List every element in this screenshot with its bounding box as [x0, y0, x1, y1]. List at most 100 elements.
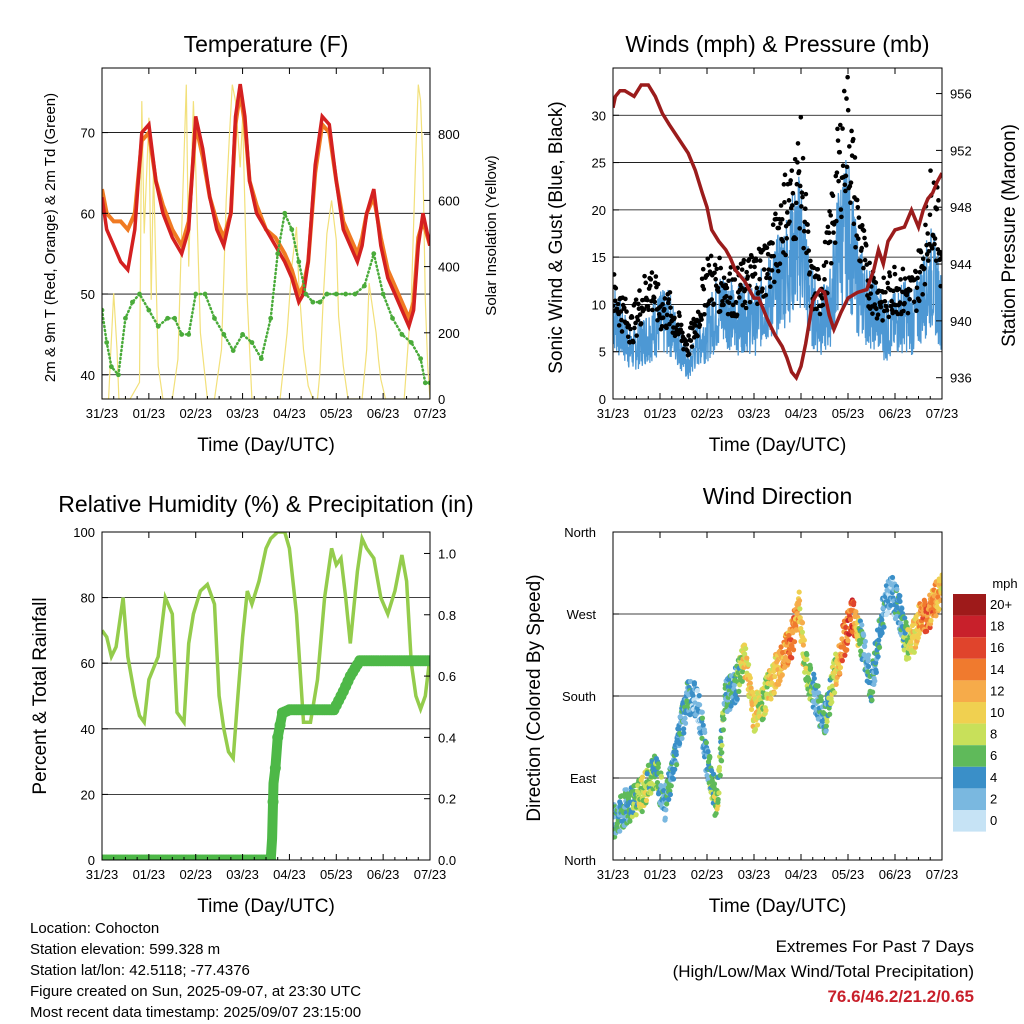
gust-point [880, 318, 885, 323]
gust-point [655, 317, 660, 323]
direction-point [861, 632, 867, 638]
legend-swatch [953, 658, 986, 681]
direction-point [633, 812, 639, 818]
gust-point [764, 275, 769, 281]
gust-point [680, 330, 685, 335]
direction-point [715, 796, 721, 803]
direction-point [873, 669, 879, 675]
gust-point [844, 164, 850, 170]
direction-point [851, 599, 857, 606]
gust-point [739, 285, 744, 290]
gust-point [717, 255, 722, 261]
pressure-y-tick-label: 936 [950, 371, 972, 386]
gust-point [815, 266, 821, 272]
x-tick-label: 05/23 [832, 406, 865, 421]
gust-point [662, 296, 668, 301]
direction-point [696, 693, 702, 699]
legend-swatch [953, 594, 986, 616]
direction-point [804, 656, 810, 662]
direction-point [933, 613, 939, 619]
direction-point [699, 715, 706, 721]
gust-point [726, 278, 731, 284]
x-tick-label: 01/23 [644, 406, 677, 421]
direction-point [704, 772, 710, 779]
gust-point [856, 236, 861, 242]
gust-point [938, 256, 942, 261]
gust-point [713, 276, 718, 282]
gust-point [695, 333, 700, 339]
direction-point [903, 619, 909, 625]
gust-point [927, 212, 933, 218]
gust-point [784, 210, 790, 215]
gust-point [712, 262, 718, 268]
extremes-subtitle: (High/Low/Max Wind/Total Precipitation) [672, 962, 974, 981]
direction-point [796, 598, 803, 604]
gust-point [874, 306, 879, 312]
gust-point [779, 217, 785, 222]
gust-point [848, 200, 853, 206]
direction-point [711, 781, 718, 787]
direction-point [842, 652, 848, 658]
rh-y-tick-label: 80 [81, 591, 95, 606]
x-tick-label: 06/23 [879, 406, 912, 421]
gust-point [755, 301, 760, 307]
gust-point [678, 322, 684, 328]
gust-point [795, 141, 801, 146]
direction-point [623, 787, 629, 793]
gust-point [800, 194, 805, 200]
direction-point [705, 749, 711, 755]
rh-y-tick-label: 100 [73, 525, 95, 540]
gust-point [887, 273, 893, 279]
gust-point [835, 138, 841, 143]
direction-point [865, 652, 872, 658]
chart-title: Relative Humidity (%) & Precipitation (i… [58, 491, 473, 517]
direction-point [875, 654, 881, 660]
x-tick-label: 06/23 [367, 867, 400, 882]
gust-point [907, 296, 912, 302]
gust-point [939, 252, 942, 257]
direction-point [718, 758, 725, 764]
gust-point [845, 107, 851, 113]
gust-point [856, 215, 862, 220]
gust-point [769, 268, 775, 273]
direction-point [797, 606, 803, 612]
direction-point [915, 635, 921, 641]
gust-point [902, 276, 908, 281]
gust-point [711, 301, 717, 307]
gust-point [655, 281, 661, 287]
gust-point [724, 294, 729, 299]
gust-point [686, 351, 692, 357]
precip-line [102, 655, 430, 860]
gust-point [938, 283, 942, 289]
precip-y-tick-label: 1.0 [438, 546, 456, 561]
direction-point [760, 716, 766, 722]
gust-point [852, 155, 858, 160]
rh-line [102, 532, 430, 764]
direction-point [786, 632, 792, 638]
direction-point [718, 735, 724, 741]
gust-point [648, 277, 654, 282]
gust-point [786, 198, 792, 203]
x-tick-label: 07/23 [414, 406, 447, 421]
direction-point [938, 597, 942, 603]
gust-point [623, 296, 628, 302]
gust-point [929, 246, 935, 251]
direction-point [885, 609, 891, 616]
solar-insolation-line [102, 84, 430, 399]
gust-point [773, 211, 778, 217]
gust-point [716, 289, 721, 294]
chart-title: Temperature (F) [184, 31, 349, 57]
gust-point [672, 315, 677, 321]
direction-point [897, 593, 903, 599]
direction-point [796, 589, 802, 595]
direction-point [843, 624, 849, 631]
gust-point [727, 271, 733, 276]
gust-point [737, 295, 742, 300]
station-elevation: Station elevation: 599.328 m [30, 941, 221, 958]
gust-point [651, 295, 657, 301]
station-location: Location: Cohocton [30, 920, 160, 937]
legend-swatch [953, 680, 986, 702]
gust-point [869, 284, 874, 289]
direction-y-axis-label: Direction (Colored By Speed) [524, 574, 545, 821]
gust-point [714, 266, 720, 272]
